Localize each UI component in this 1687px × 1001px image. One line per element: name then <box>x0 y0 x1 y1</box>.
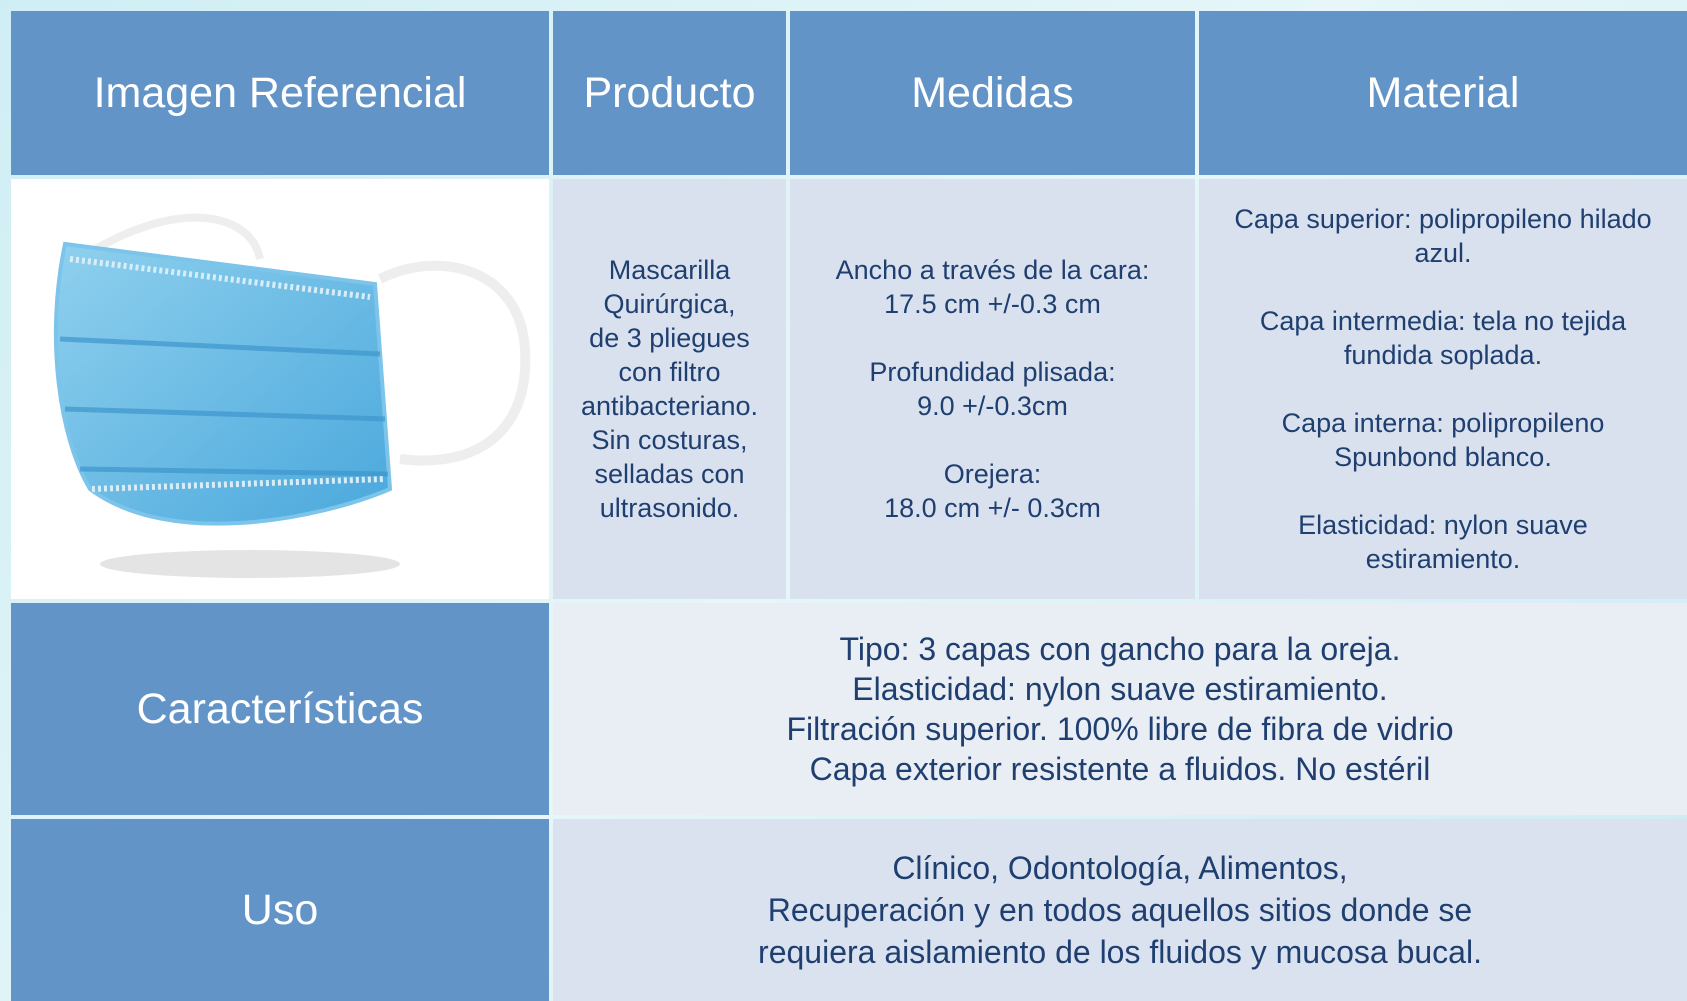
text-line: Clínico, Odontología, Alimentos, <box>892 850 1348 886</box>
text-line: Recuperación y en todos aquellos sitios … <box>767 892 1473 928</box>
header-text: Imagen Referencial <box>93 68 467 117</box>
text-line: Capa intermedia: tela no tejida <box>1259 306 1627 336</box>
material-cell: Capa superior: polipropileno hilado azul.… <box>1199 179 1687 599</box>
text-line: Capa interna: polipropileno <box>1281 408 1605 438</box>
row-label-text: Uso <box>241 885 319 934</box>
header-text: Material <box>1366 68 1520 117</box>
text-line: 9.0 +/-0.3cm <box>917 391 1068 421</box>
text-line: Orejera: <box>943 459 1042 489</box>
text-line: estiramiento. <box>1365 544 1521 574</box>
row-label-text: Características <box>136 684 424 733</box>
text-line: selladas con <box>594 459 745 489</box>
row-label: Uso <box>11 819 549 1001</box>
text-group: Orejera: 18.0 cm +/- 0.3cm <box>884 457 1101 525</box>
text-line: antibacteriano. <box>580 391 759 421</box>
text-line: Capa superior: polipropileno hilado <box>1234 204 1652 234</box>
header-text: Medidas <box>911 68 1074 117</box>
text-line: 18.0 cm +/- 0.3cm <box>884 493 1101 523</box>
features-cell: Tipo: 3 capas con gancho para la oreja. E… <box>553 603 1687 815</box>
text-group: Capa interna: polipropileno Spunbond blan… <box>1282 406 1605 474</box>
text-line: fundida soplada. <box>1343 340 1543 370</box>
header-cell: Material <box>1199 11 1687 175</box>
header-cell: Producto <box>553 11 786 175</box>
text-line: Filtración superior. 100% libre de fibra… <box>786 711 1454 747</box>
text-line: requiera aislamiento de los fluidos y mu… <box>758 934 1482 970</box>
text-line: Spunbond blanco. <box>1334 442 1552 472</box>
text-line: con filtro <box>618 357 721 387</box>
text-line: ultrasonido. <box>599 493 740 523</box>
text-line: de 3 pliegues <box>589 323 750 353</box>
text-group: Profundidad plisada: 9.0 +/-0.3cm <box>869 355 1115 423</box>
text-line: Capa exterior resistente a fluidos. No e… <box>809 751 1431 787</box>
text-line: 17.5 cm +/-0.3 cm <box>884 289 1101 319</box>
header-text: Producto <box>583 68 756 117</box>
text-line: Ancho a través de la cara: <box>835 255 1150 285</box>
text-line: azul. <box>1414 238 1472 268</box>
product-cell: Mascarilla Quirúrgica, de 3 pliegues con fi… <box>553 179 786 599</box>
text-group: Capa intermedia: tela no tejida fundida s… <box>1260 304 1626 372</box>
text-line: Tipo: 3 capas con gancho para la oreja. <box>839 631 1401 667</box>
row-label: Características <box>11 603 549 815</box>
text-line: Profundidad plisada: <box>869 357 1116 387</box>
text-line: Sin costuras, <box>591 425 748 455</box>
use-cell: Clínico, Odontología, Alimentos, Recupera… <box>553 819 1687 1001</box>
text-group: Ancho a través de la cara: 17.5 cm +/-0.3… <box>836 253 1150 321</box>
text-line: Quirúrgica, <box>603 289 736 319</box>
header-cell: Imagen Referencial <box>11 11 549 175</box>
text-line: Elasticidad: nylon suave estiramiento. <box>852 671 1388 707</box>
text-line: Mascarilla <box>608 255 731 285</box>
header-cell: Medidas <box>790 11 1195 175</box>
measures-cell: Ancho a través de la cara: 17.5 cm +/-0.3… <box>790 179 1195 599</box>
text-group: Elasticidad: nylon suave estiramiento. <box>1298 508 1588 576</box>
image-cell <box>11 179 549 599</box>
text-group: Capa superior: polipropileno hilado azul. <box>1234 202 1651 270</box>
mask-image <box>53 213 531 578</box>
text-line: Elasticidad: nylon suave <box>1298 510 1588 540</box>
